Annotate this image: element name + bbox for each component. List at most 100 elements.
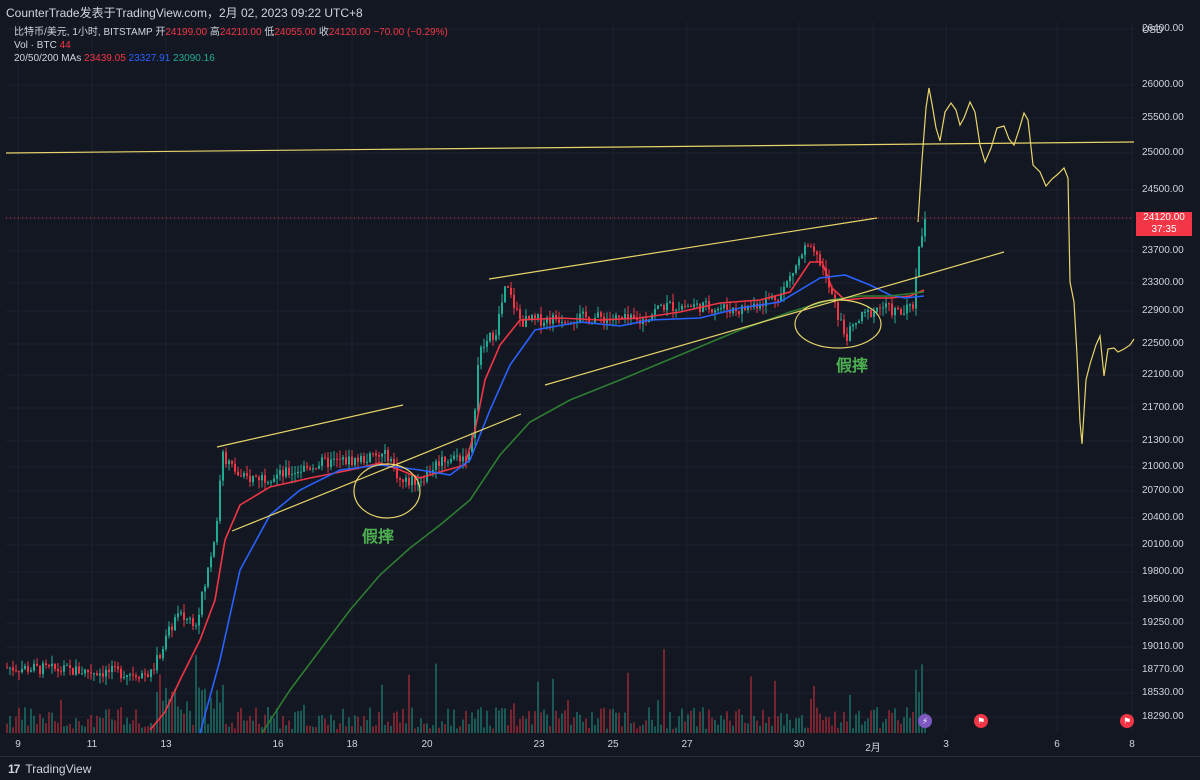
candlesticks <box>6 211 926 686</box>
legend-vol-value: 44 <box>59 40 71 51</box>
candle-body <box>438 461 440 466</box>
volume-bar <box>108 708 110 733</box>
volume-bar <box>147 726 149 733</box>
candle-body <box>111 666 113 673</box>
volume-bar <box>279 728 281 733</box>
volume-bar <box>513 703 515 733</box>
volume-bar <box>357 716 359 733</box>
volume-bar <box>417 726 419 733</box>
volume-bar <box>474 718 476 733</box>
volume-bar <box>402 708 404 733</box>
candle-body <box>717 308 719 311</box>
candle-body <box>132 674 134 676</box>
volume-bar <box>717 724 719 733</box>
volume-bar <box>909 717 911 733</box>
candle-body <box>171 626 173 631</box>
volume-bar <box>921 664 923 733</box>
volume-bar <box>897 720 899 733</box>
volume-bar <box>72 728 74 733</box>
candle-body <box>600 312 602 317</box>
price-tick: 21700.00 <box>1142 402 1184 413</box>
legend-volume-row[interactable]: Vol · BTC 44 <box>14 39 448 52</box>
candle-body <box>630 314 632 320</box>
candle-body <box>663 305 665 311</box>
volume-bar <box>654 726 656 733</box>
legend-low-label: 低 <box>264 27 275 38</box>
volume-bar <box>873 709 875 733</box>
candle-body <box>288 467 290 476</box>
candle-body <box>345 457 347 465</box>
volume-bar <box>585 718 587 733</box>
candle-body <box>687 306 689 308</box>
volume-bar <box>723 719 725 733</box>
volume-bar <box>423 723 425 733</box>
candle-body <box>540 314 542 326</box>
legend-ohlc-row[interactable]: 比特币/美元, 1小时, BITSTAMP 开24199.00 高24210.0… <box>14 26 448 39</box>
candle-body <box>909 304 911 306</box>
candle-body <box>177 613 179 618</box>
volume-bar <box>492 728 494 733</box>
volume-bar <box>612 708 614 733</box>
volume-bar <box>96 715 98 733</box>
legend-symbol[interactable]: 比特币/美元, 1小时, BITSTAMP <box>14 27 153 38</box>
candle-body <box>492 332 494 340</box>
legend-ma-row[interactable]: 20/50/200 MAs 23439.05 23327.91 23090.16 <box>14 52 448 65</box>
legend-ma50: 23327.91 <box>128 53 171 64</box>
candle-body <box>72 667 74 675</box>
volume-bar <box>264 714 266 733</box>
candle-body <box>81 673 83 675</box>
tradingview-brand[interactable]: 17 TradingView <box>8 762 91 776</box>
candle-body <box>894 307 896 316</box>
candle-body <box>261 475 263 481</box>
us-flag-event-icon[interactable]: ⚑ <box>974 714 988 728</box>
volume-bar <box>702 707 704 733</box>
volume-bar <box>309 725 311 733</box>
candle-body <box>162 648 164 659</box>
time-tick: 13 <box>160 739 172 750</box>
volume-bar <box>831 725 833 733</box>
volume-bar <box>765 722 767 733</box>
candle-body <box>129 674 131 676</box>
volume-bar <box>495 707 497 733</box>
volume-bar <box>204 688 206 733</box>
candle-body <box>234 463 236 472</box>
volume-bar <box>42 718 44 733</box>
volume-bar <box>690 710 692 733</box>
volume-bar <box>681 708 683 733</box>
volume-bar <box>378 712 380 733</box>
volume-bar <box>714 719 716 733</box>
volume-bar <box>9 716 11 733</box>
volume-bar <box>615 712 617 733</box>
candle-body <box>270 481 272 483</box>
candle-body <box>78 666 80 674</box>
lightning-event-icon[interactable]: ⚡ <box>918 714 932 728</box>
channel-2-top <box>488 217 878 280</box>
candle-body <box>48 664 50 667</box>
volume-bar <box>843 711 845 733</box>
candle-body <box>390 458 392 462</box>
candle-body <box>366 461 368 463</box>
candle-body <box>39 665 41 675</box>
candle-body <box>351 456 353 466</box>
volume-bar <box>606 728 608 733</box>
candle-body <box>411 475 413 486</box>
volume-bar <box>591 712 593 733</box>
volume-bar <box>516 725 518 733</box>
volume-bar <box>318 715 320 733</box>
candle-body <box>738 311 740 314</box>
volume-bar <box>102 718 104 733</box>
volume-bar <box>198 687 200 733</box>
volume-bar <box>663 649 665 733</box>
volume-bar <box>531 724 533 733</box>
volume-bar <box>810 698 812 733</box>
volume-bar <box>315 726 317 733</box>
us-flag-event-icon-2[interactable]: ⚑ <box>1120 714 1134 728</box>
candle-body <box>903 313 905 315</box>
volume-bar <box>339 723 341 733</box>
price-tick: 18290.00 <box>1142 711 1184 722</box>
candle-body <box>546 317 548 323</box>
candle-body <box>777 299 779 302</box>
volume-bar <box>528 710 530 733</box>
legend-high: 24210.00 <box>219 27 262 38</box>
